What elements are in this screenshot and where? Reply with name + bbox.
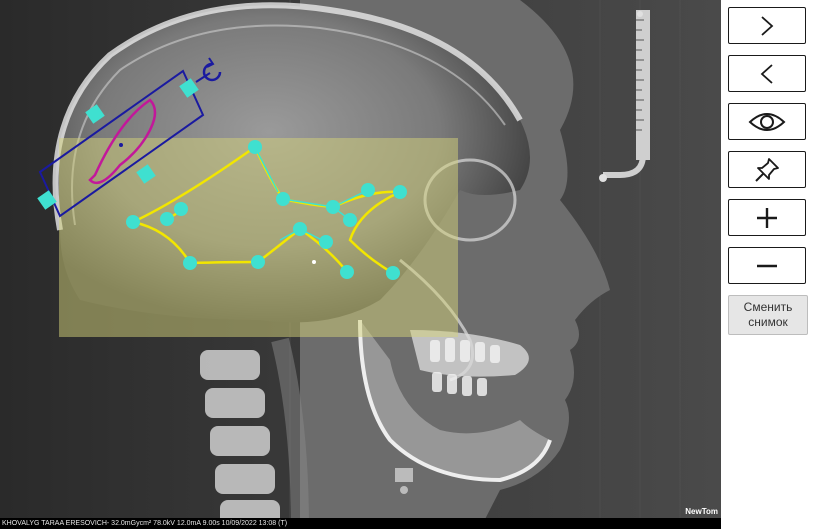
landmark-point[interactable] [248,140,262,154]
landmark-point[interactable] [183,256,197,270]
minus-icon [757,264,777,267]
swap-image-button[interactable]: Сменить снимок [728,295,808,335]
landmark-point[interactable] [276,192,290,206]
landmark-point[interactable] [174,202,188,216]
measurement-tool[interactable] [37,57,222,218]
image-info-bar: KHOVALYG TARAA ERESOVICH- 32.0mGycm² 78.… [0,518,721,529]
tool-panel: Сменить снимок [721,0,819,529]
toggle-visibility-button[interactable] [728,103,806,140]
landmark-point[interactable] [160,212,174,226]
sella-contour [88,98,157,185]
landmark-point[interactable] [251,255,265,269]
rotate-handle-icon[interactable] [202,62,222,82]
patient-info-text: KHOVALYG TARAA ERESOVICH- 32.0mGycm² 78.… [2,520,288,527]
landmark-point[interactable] [343,213,357,227]
frame-handle-4[interactable] [179,78,199,98]
frame-handle-2[interactable] [136,164,156,184]
chevron-right-icon [761,15,774,36]
plus-icon [757,207,777,228]
landmark-point[interactable] [361,183,375,197]
eye-icon [748,112,786,131]
pin-icon [755,157,779,182]
frame-handle-1[interactable] [85,104,105,124]
landmark-point[interactable] [319,235,333,249]
landmark-point[interactable] [293,222,307,236]
zoom-in-button[interactable] [728,199,806,236]
next-image-button[interactable] [728,7,806,44]
pin-button[interactable] [728,151,806,188]
device-brand-label: NewTom [685,507,718,516]
analysis-overlay[interactable] [0,0,721,529]
landmark-points[interactable] [126,140,407,280]
landmark-point[interactable] [386,266,400,280]
analysis-region [59,138,458,337]
xray-viewer[interactable]: NewTom KHOVALYG TARAA ERESOVICH- 32.0mGy… [0,0,721,529]
chevron-left-icon [760,63,773,84]
landmark-point[interactable] [326,200,340,214]
frame-handle-3[interactable] [37,190,57,210]
landmark-point[interactable] [340,265,354,279]
previous-image-button[interactable] [728,55,806,92]
landmark-point[interactable] [126,215,140,229]
landmark-point[interactable] [393,185,407,199]
zoom-out-button[interactable] [728,247,806,284]
